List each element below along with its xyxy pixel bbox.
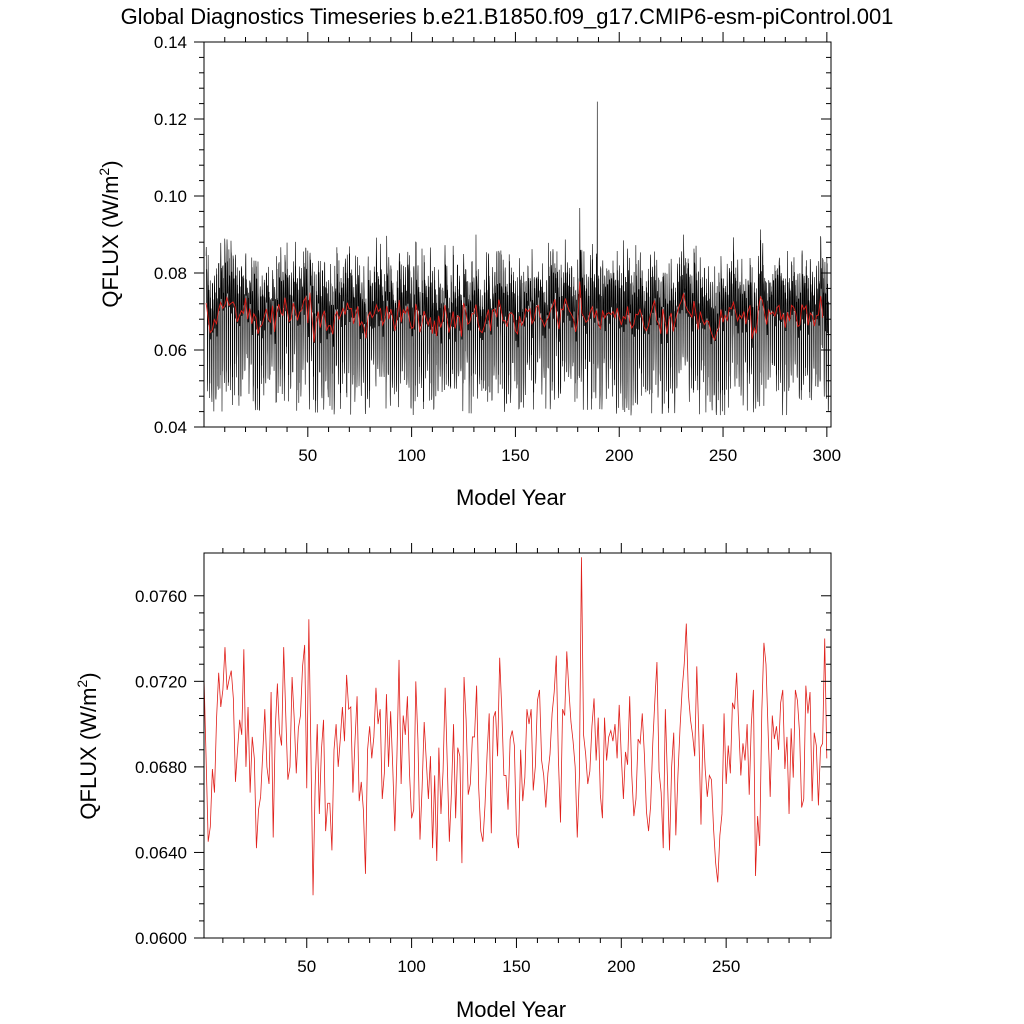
bottom-x-axis-title: Model Year <box>456 997 566 1022</box>
bottom-y-axis-title: QFLUX (W/m2) <box>74 672 101 819</box>
bottom-plot-lines <box>203 557 828 896</box>
bottom-y-axis-title-main: QFLUX (W/m <box>76 688 101 820</box>
top-x-tick-label: 200 <box>605 446 633 465</box>
monthly-series-line <box>205 101 830 416</box>
top-x-tick-label: 250 <box>709 446 737 465</box>
bottom-x-tick-label: 250 <box>712 957 740 976</box>
bottom-y-tick-label: 0.0600 <box>135 929 187 948</box>
bottom-y-tick-label: 0.0760 <box>135 587 187 606</box>
top-y-tick-label: 0.12 <box>154 110 187 129</box>
bottom-y-axis-title-exponent: 2 <box>74 680 90 688</box>
bottom-y-tick-label: 0.0680 <box>135 758 187 777</box>
bottom-y-axis-title-close: ) <box>76 672 101 679</box>
annual-mean-overlay-line <box>205 281 824 343</box>
top-y-tick-label: 0.08 <box>154 264 187 283</box>
timeseries-panel-bottom: 50 100 150 200 250 0.0600 0.0640 0.0680 0.0720 0.… <box>74 543 832 1022</box>
top-axis-ticks: 50 100 150 200 250 300 0.04 0.06 0.08 0.10 0.12 0.1… <box>154 32 841 465</box>
top-y-tick-label: 0.10 <box>154 187 187 206</box>
top-x-tick-label: 50 <box>298 446 317 465</box>
timeseries-panel-top: 50 100 150 200 250 300 0.04 0.06 0.08 0.10 0.12 0.1… <box>96 32 841 510</box>
annual-mean-series-line <box>203 557 828 896</box>
top-x-tick-label: 300 <box>813 446 841 465</box>
bottom-axis-ticks: 50 100 150 200 250 0.0600 0.0640 0.0680 0.0720 0.… <box>135 543 831 976</box>
top-x-tick-label: 100 <box>397 446 425 465</box>
top-y-tick-label: 0.06 <box>154 341 187 360</box>
top-y-tick-label: 0.04 <box>154 418 187 437</box>
top-y-tick-label: 0.14 <box>154 33 187 52</box>
top-y-axis-title: QFLUX (W/m2) <box>96 160 123 307</box>
top-plot-lines <box>205 101 830 416</box>
bottom-x-tick-label: 150 <box>502 957 530 976</box>
bottom-x-tick-label: 100 <box>397 957 425 976</box>
bottom-plot-frame <box>203 552 832 939</box>
bottom-x-tick-label: 50 <box>297 957 316 976</box>
bottom-x-tick-label: 200 <box>607 957 635 976</box>
bottom-y-tick-label: 0.0640 <box>135 843 187 862</box>
figure-title: Global Diagnostics Timeseries b.e21.B185… <box>121 4 894 29</box>
top-plot-frame <box>203 41 832 428</box>
top-y-axis-title-close: ) <box>98 160 123 167</box>
top-x-axis-title: Model Year <box>456 485 566 510</box>
top-x-tick-label: 150 <box>501 446 529 465</box>
top-y-axis-title-exponent: 2 <box>96 168 112 176</box>
bottom-y-tick-label: 0.0720 <box>135 672 187 691</box>
top-y-axis-title-main: QFLUX (W/m <box>98 176 123 308</box>
